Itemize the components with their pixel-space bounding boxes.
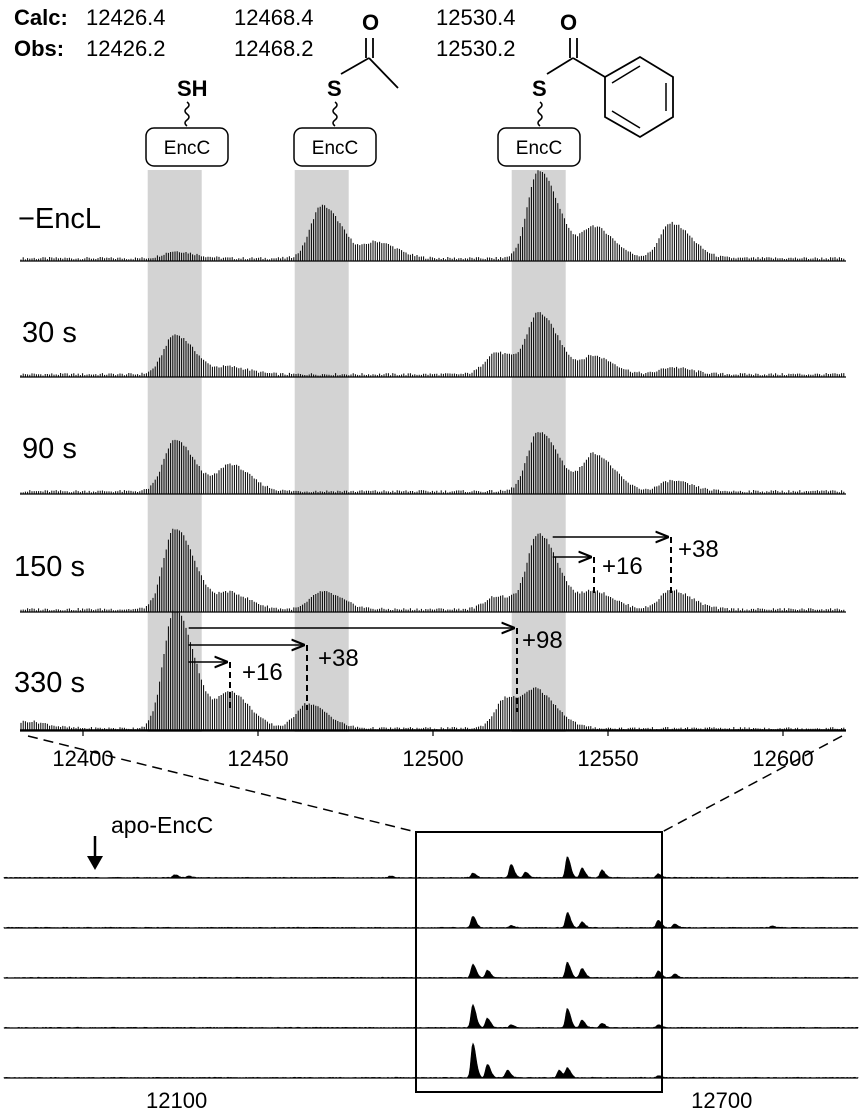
trace-label-3: 90 s — [22, 433, 77, 465]
highlight-band-2 — [294, 170, 349, 732]
lower-tick-label-1: 12100 — [146, 1088, 207, 1112]
trace-label-1: −EncL — [18, 203, 101, 235]
structure-benzoyl: O S EncC — [497, 10, 674, 167]
overview-trace-1 — [3, 856, 859, 879]
apo-encc-marker: apo-EncC — [87, 812, 213, 870]
overview-trace-3 — [3, 961, 859, 979]
benzene-inner-1 — [611, 65, 641, 84]
shift-label-3: +16 — [242, 659, 283, 686]
trace-label-5: 330 s — [14, 667, 85, 699]
trace-labels: −EncL 30 s 90 s 150 s 330 s — [14, 203, 101, 699]
overview-trace-5 — [3, 1042, 859, 1079]
overview-trace-4 — [3, 1003, 859, 1029]
acyl-bond-2 — [546, 57, 574, 75]
upper-spectra — [20, 170, 846, 732]
obs-mass-2: 12468.2 — [234, 36, 314, 61]
phenyl-bond — [572, 57, 606, 78]
calc-label: Calc: — [14, 5, 68, 30]
trace-label-2: 30 s — [22, 317, 77, 349]
apo-arrow-head — [87, 856, 103, 870]
trace-label-4: 150 s — [14, 551, 85, 583]
zoom-connector-left — [27, 735, 417, 833]
obs-mass-3: 12530.2 — [436, 36, 516, 61]
trace-sticks-2 — [20, 312, 845, 377]
upper-tick-label-2: 12450 — [227, 746, 288, 771]
trace-sticks-4 — [20, 528, 845, 612]
lower-tick-label-2: 12700 — [691, 1088, 752, 1112]
highlight-band-3 — [511, 170, 566, 732]
obs-mass-1: 12426.2 — [86, 36, 166, 61]
encc-box-1 — [145, 127, 229, 167]
zoom-window-box — [415, 831, 663, 1093]
calc-mass-2: 12468.4 — [234, 5, 314, 30]
upper-tick-label-4: 12550 — [577, 746, 638, 771]
oxygen-label-1: O — [362, 10, 379, 35]
encc-box-3 — [497, 127, 581, 167]
lower-spectra — [3, 856, 859, 1079]
mass-shift-annotations: +16 +38 +16 +38 +98 — [188, 536, 719, 712]
benzene-inner-3 — [611, 110, 641, 129]
highlight-bands — [147, 170, 566, 732]
acyl-bond — [340, 57, 370, 75]
encc-box-2 — [293, 127, 377, 167]
methyl-bond — [368, 57, 399, 89]
zoom-connector-right — [661, 735, 843, 833]
upper-tick-label-3: 12500 — [402, 746, 463, 771]
encc-label-2: EncC — [312, 138, 358, 159]
apo-encc-label: apo-EncC — [111, 812, 213, 838]
overview-trace-2 — [3, 911, 859, 929]
structure-acetyl: O S EncC — [293, 10, 399, 167]
squiggle-bond-3 — [537, 101, 543, 127]
shift-label-4: +38 — [318, 645, 359, 672]
thioester-s-label-1: S — [327, 76, 342, 101]
shift-label-5: +98 — [522, 627, 563, 654]
benzene-ring — [604, 55, 674, 139]
thiol-sh-label: SH — [177, 76, 208, 101]
encc-label-3: EncC — [516, 138, 562, 159]
trace-sticks-1 — [20, 170, 845, 261]
shift-label-1: +16 — [602, 553, 643, 580]
squiggle-bond — [184, 101, 190, 127]
oxygen-label-2: O — [560, 10, 577, 35]
encc-label-1: EncC — [164, 138, 210, 159]
upper-x-ticks: 12400 12450 12500 12550 12600 — [52, 730, 814, 771]
trace-sticks-3 — [20, 432, 845, 494]
lower-x-ticks: 12100 12700 — [146, 1088, 752, 1112]
structure-free-thiol: SH EncC — [145, 76, 229, 167]
calc-mass-3: 12530.4 — [436, 5, 516, 30]
thioester-s-label-2: S — [532, 76, 547, 101]
obs-label: Obs: — [14, 36, 64, 61]
calc-mass-1: 12426.4 — [86, 5, 166, 30]
squiggle-bond-2 — [332, 101, 338, 127]
shift-label-2: +38 — [678, 536, 719, 563]
